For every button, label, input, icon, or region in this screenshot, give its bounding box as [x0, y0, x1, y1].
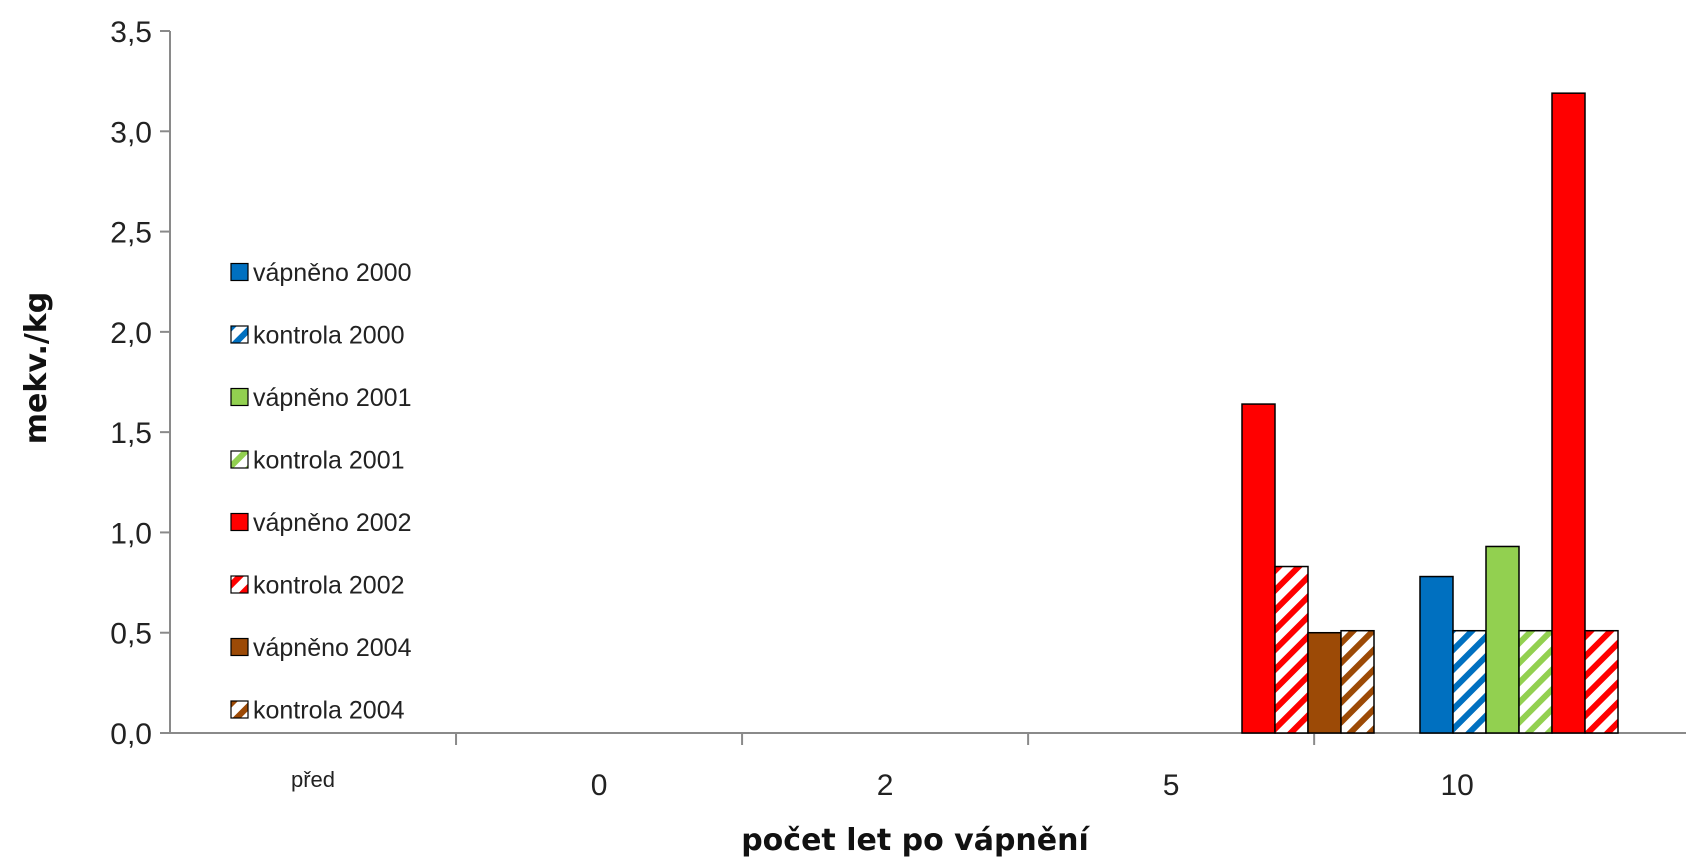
x-axis-title: počet let po vápnění [741, 823, 1090, 858]
legend-swatch [230, 700, 249, 719]
y-tick-label: 2,5 [110, 217, 152, 250]
legend-swatch [230, 262, 249, 282]
bar-kontrola-2001-10 [1518, 629, 1553, 734]
bar-vápněno-2000-10 [1419, 575, 1454, 734]
bar-kontrola-2002-10 [1584, 629, 1619, 734]
x-tick-label: 2 [877, 769, 894, 802]
bar-vápněno-2002-10 [1551, 92, 1586, 734]
bar-kontrola-2000-10 [1452, 629, 1487, 734]
legend-label: vápněno 2000 [253, 259, 411, 287]
y-tick-label: 3,5 [110, 16, 152, 49]
legend-label: kontrola 2002 [253, 572, 405, 600]
legend-swatch [230, 512, 249, 532]
axes: 0,0 0,5 1,0 1,5 2,0 2,5 3,0 3,5 před 0 2 5 10 [110, 16, 1686, 802]
bar-vápněno-2004-5 [1307, 631, 1342, 734]
legend-swatch [230, 575, 249, 594]
bar-vápněno-2001-10 [1485, 545, 1520, 734]
y-tick-label: 1,0 [110, 517, 152, 550]
legend-swatch [230, 450, 249, 469]
bar-kontrola-2002-5 [1274, 565, 1309, 734]
legend-label: kontrola 2004 [253, 697, 405, 725]
y-tick-label: 2,0 [110, 317, 152, 350]
y-tick-label: 0,0 [110, 718, 152, 751]
y-tick-label: 1,5 [110, 417, 152, 450]
x-tick-label: 10 [1440, 769, 1473, 802]
legend-label: vápněno 2004 [253, 634, 412, 662]
legend-label: kontrola 2000 [253, 322, 405, 350]
x-tick-label: před [291, 767, 335, 792]
legend-label: vápněno 2002 [253, 509, 411, 537]
legend-label: kontrola 2001 [253, 447, 405, 475]
legend-swatch [230, 637, 249, 657]
y-tick-label: 0,5 [110, 618, 152, 651]
legend-swatch [230, 387, 249, 407]
legend-label: vápněno 2001 [253, 384, 411, 412]
y-axis-title: mekv./kg [19, 292, 54, 444]
legend-swatch [230, 325, 249, 344]
x-tick-label: 5 [1163, 769, 1180, 802]
bars [1241, 92, 1619, 734]
y-tick-label: 3,0 [110, 116, 152, 149]
x-tick-label: 0 [591, 769, 608, 802]
bar-vápněno-2002-5 [1241, 403, 1276, 734]
legend: vápněno 2000 kontrola 2000 vápněno 2001 kon… [230, 259, 412, 725]
bar-kontrola-2004-5 [1340, 629, 1375, 734]
